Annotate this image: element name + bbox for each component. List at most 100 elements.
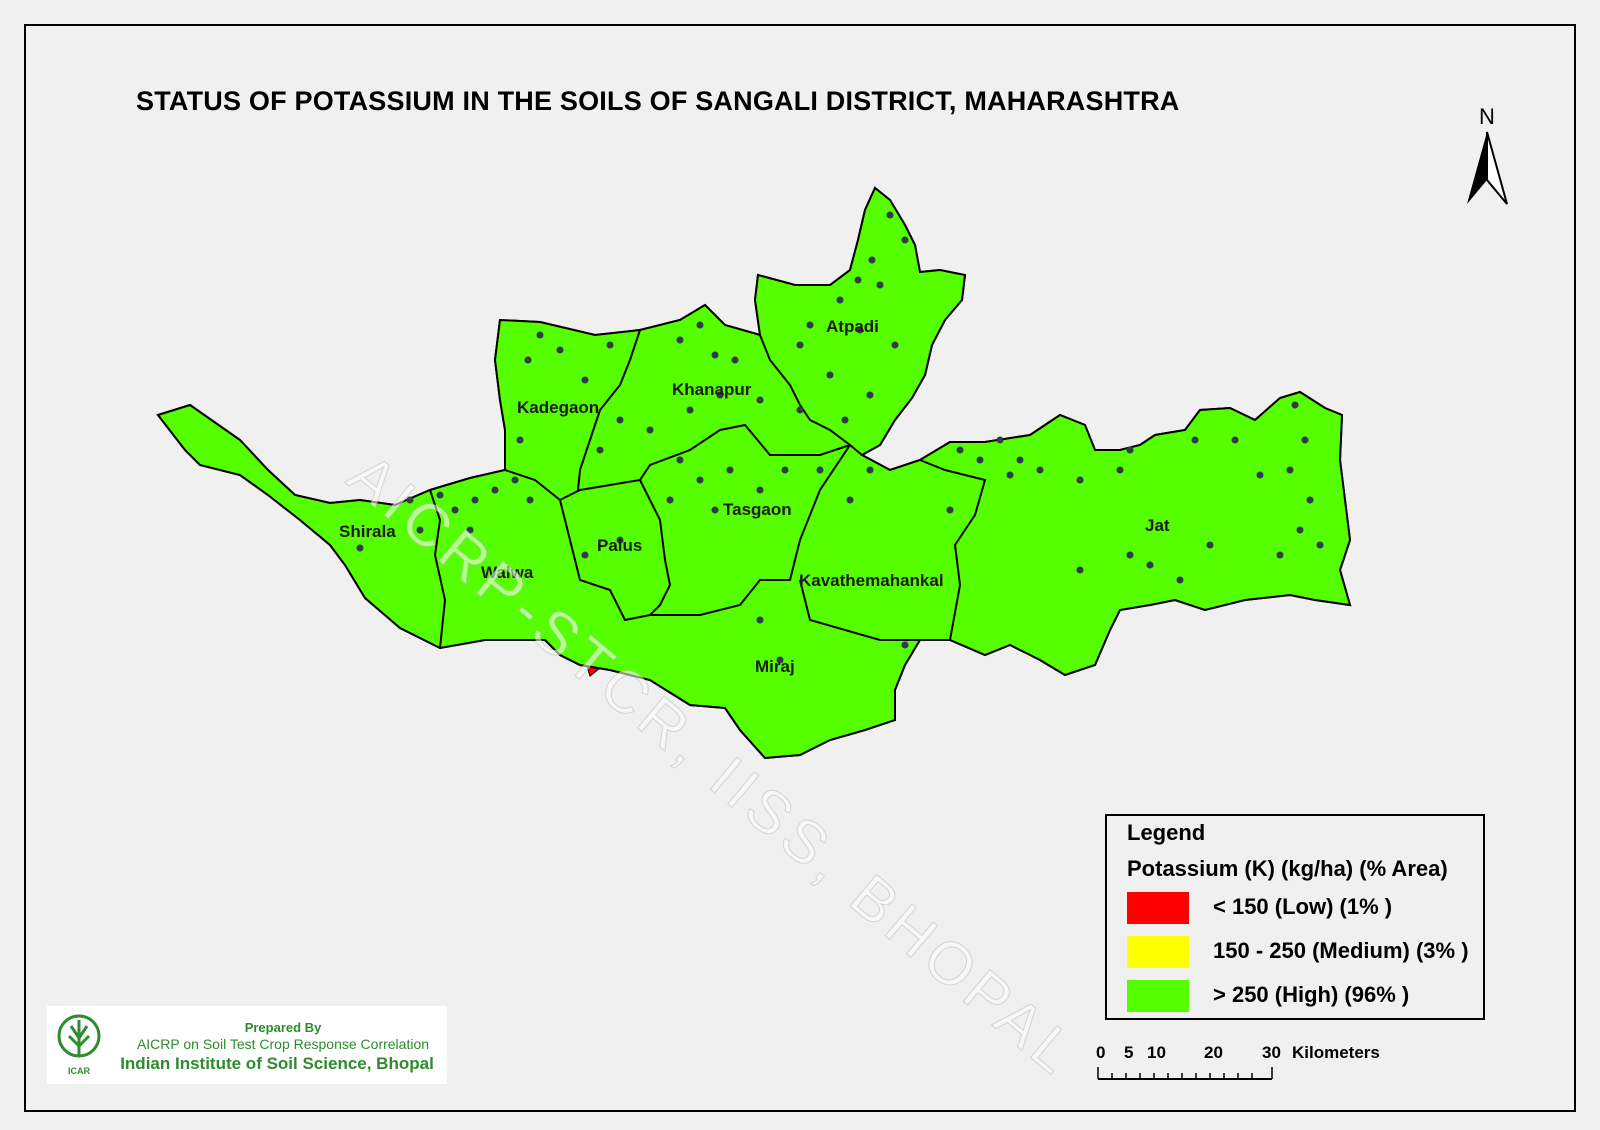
credit-org-line1: AICRP on Soil Test Crop Response Correla… — [136, 1036, 430, 1052]
legend: Legend Potassium (K) (kg/ha) (% Area) < … — [1105, 814, 1485, 1020]
sample-point — [406, 496, 414, 504]
sample-point — [826, 371, 834, 379]
district-labels: Atpadi Khanapur Kadegaon Shirala Walwa P… — [339, 317, 1170, 676]
sample-point — [776, 656, 784, 664]
sample-point — [596, 446, 604, 454]
sample-point — [686, 406, 694, 414]
sample-point — [1291, 401, 1299, 409]
sample-point — [1256, 471, 1264, 479]
sample-point — [846, 496, 854, 504]
district-label: Shirala — [339, 522, 396, 541]
legend-swatch-low — [1127, 892, 1189, 924]
sample-point — [676, 336, 684, 344]
map-frame — [24, 24, 1576, 1112]
sample-point — [901, 641, 909, 649]
sample-point — [711, 351, 719, 359]
sample-point — [854, 276, 862, 284]
scale-tick-label: 30 — [1262, 1043, 1281, 1062]
map-title: STATUS OF POTASSIUM IN THE SOILS OF SANG… — [136, 86, 1180, 116]
sample-point — [1206, 541, 1214, 549]
sample-point — [524, 356, 532, 364]
sample-point — [901, 236, 909, 244]
sample-point — [1306, 496, 1314, 504]
scale-tick-label: 5 — [1124, 1043, 1134, 1062]
scale-tick-label: 10 — [1147, 1043, 1166, 1062]
scale-bar-graphic — [1097, 1067, 1273, 1080]
sample-point — [646, 426, 654, 434]
sample-point — [1126, 551, 1134, 559]
sample-point — [666, 496, 674, 504]
sample-point — [1036, 466, 1044, 474]
sample-point — [946, 506, 954, 514]
credit-box: ICAR Prepared By AICRP on Soil Test Crop… — [47, 1006, 447, 1084]
district-label: Kadegaon — [517, 398, 599, 417]
sample-point — [1276, 551, 1284, 559]
scale-bar: 0 5 10 20 30 Kilometers — [1096, 1043, 1416, 1083]
sample-point — [1296, 526, 1304, 534]
sample-point — [1146, 561, 1154, 569]
sample-point — [536, 331, 544, 339]
sample-point — [781, 466, 789, 474]
sample-point — [1316, 541, 1324, 549]
district-label: Jat — [1145, 516, 1170, 535]
sample-point — [876, 281, 884, 289]
legend-item-medium: 150 - 250 (Medium) (3% ) — [1127, 936, 1477, 968]
district-label: Miraj — [755, 657, 795, 676]
sample-point — [868, 256, 876, 264]
sample-point — [856, 326, 864, 334]
sample-point — [606, 341, 614, 349]
sample-point — [356, 544, 364, 552]
logo-text: ICAR — [68, 1066, 90, 1076]
sample-point — [1116, 466, 1124, 474]
legend-label-medium: 150 - 250 (Medium) (3% ) — [1213, 938, 1469, 963]
sample-point — [796, 341, 804, 349]
scale-tick-label: 20 — [1204, 1043, 1223, 1062]
legend-label-high: > 250 (High) (96% ) — [1213, 982, 1410, 1007]
sample-point — [841, 416, 849, 424]
sample-point — [1191, 436, 1199, 444]
sample-point — [696, 321, 704, 329]
sample-point — [836, 296, 844, 304]
sample-point — [526, 496, 534, 504]
sample-point — [816, 466, 824, 474]
sample-point — [731, 356, 739, 364]
legend-swatch-high — [1127, 980, 1189, 1012]
scale-unit: Kilometers — [1292, 1043, 1380, 1062]
sample-point — [996, 436, 1004, 444]
scale-tick-label: 0 — [1096, 1043, 1106, 1062]
sample-point — [1006, 471, 1014, 479]
sample-point — [796, 406, 804, 414]
district-label: Khanapur — [672, 380, 752, 399]
sample-point — [581, 551, 589, 559]
legend-title: Legend — [1127, 820, 1206, 845]
sample-point — [1126, 446, 1134, 454]
sample-point — [866, 391, 874, 399]
sample-point — [726, 466, 734, 474]
sample-point — [1016, 456, 1024, 464]
sample-point — [1076, 566, 1084, 574]
sample-point — [756, 616, 764, 624]
prepared-by: Prepared By — [244, 1020, 322, 1035]
sample-point — [1231, 436, 1239, 444]
sample-point — [1076, 476, 1084, 484]
sample-point — [756, 396, 764, 404]
sample-point — [716, 391, 724, 399]
sample-point — [1301, 436, 1309, 444]
sample-point — [976, 456, 984, 464]
sample-point — [886, 211, 894, 219]
legend-swatch-medium — [1127, 936, 1189, 968]
district-boundaries — [429, 329, 987, 649]
sample-point — [676, 456, 684, 464]
north-label: N — [1479, 104, 1495, 129]
sample-point — [696, 476, 704, 484]
legend-item-low: < 150 (Low) (1% ) — [1127, 892, 1477, 924]
sample-point — [516, 436, 524, 444]
district-label: Walwa — [481, 563, 534, 582]
north-arrow-icon — [1467, 131, 1508, 205]
legend-subtitle: Potassium (K) (kg/ha) (% Area) — [1127, 856, 1448, 881]
sample-point — [616, 416, 624, 424]
icar-logo-icon: ICAR — [57, 1014, 101, 1076]
district-label: Tasgaon — [723, 500, 792, 519]
sample-point — [581, 376, 589, 384]
